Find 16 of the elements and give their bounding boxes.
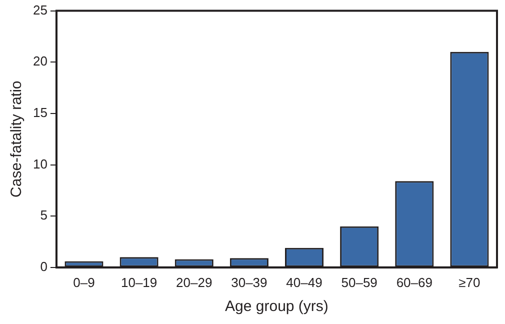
- y-tick-label: 25: [32, 2, 48, 18]
- y-tick-label: 15: [32, 105, 48, 120]
- x-tick-label: 60–69: [396, 274, 432, 290]
- x-axis-title: Age group (yrs): [225, 298, 328, 316]
- x-tick-label: 30–39: [231, 274, 268, 290]
- y-tick-label: 20: [32, 54, 48, 69]
- x-tick-label: 40–49: [286, 274, 322, 290]
- y-tick-label: 0: [40, 258, 48, 274]
- x-tick-label: 20–29: [176, 274, 212, 290]
- x-tick-label: ≥70: [458, 274, 480, 290]
- y-tick-label: 10: [32, 156, 48, 172]
- x-tick-label: 10–19: [120, 274, 158, 290]
- x-tick-label: 0–9: [73, 274, 95, 290]
- y-tick-label: 5: [40, 208, 48, 223]
- y-axis-title: Case-fatality ratio: [8, 80, 26, 198]
- x-tick-label: 50–59: [341, 274, 378, 290]
